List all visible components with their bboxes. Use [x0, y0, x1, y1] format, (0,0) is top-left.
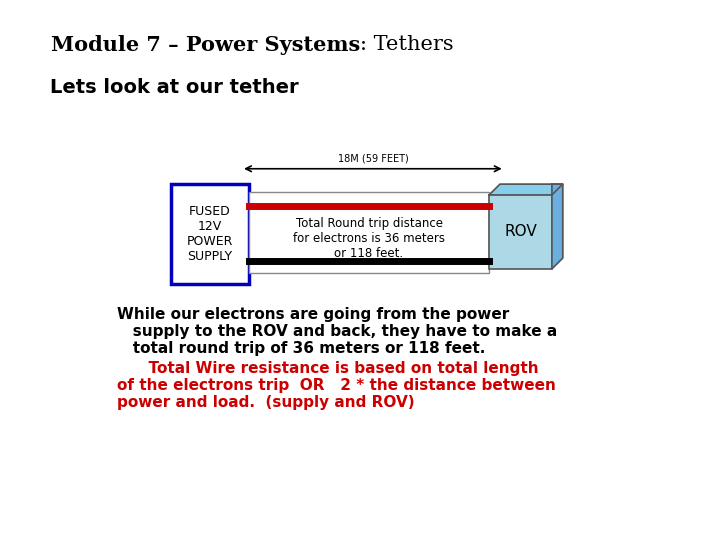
Bar [171, 184, 249, 284]
Text: total round trip of 36 meters or 118 feet.: total round trip of 36 meters or 118 fee… [117, 341, 485, 356]
Bar [489, 195, 552, 269]
Text: Module 7 – Power Systems: Module 7 – Power Systems [50, 35, 360, 55]
Text: Lets look at our tether: Lets look at our tether [50, 78, 299, 97]
Text: : Tethers: : Tethers [360, 35, 454, 54]
Text: Total Round trip distance
for electrons is 36 meters
or 118 feet.: Total Round trip distance for electrons … [293, 217, 445, 260]
Text: While our electrons are going from the power: While our electrons are going from the p… [117, 307, 509, 322]
Bar [249, 192, 489, 273]
Text: FUSED
12V
POWER
SUPPLY: FUSED 12V POWER SUPPLY [187, 205, 233, 263]
Polygon shape [489, 184, 563, 195]
Text: 18M (59 FEET): 18M (59 FEET) [338, 153, 408, 164]
Text: of the electrons trip  OR   2 * the distance between: of the electrons trip OR 2 * the distanc… [117, 378, 556, 393]
Text: ROV: ROV [504, 225, 537, 239]
Text: Total Wire resistance is based on total length: Total Wire resistance is based on total … [117, 361, 539, 376]
Text: supply to the ROV and back, they have to make a: supply to the ROV and back, they have to… [117, 325, 557, 339]
Polygon shape [552, 184, 563, 269]
Text: power and load.  (supply and ROV): power and load. (supply and ROV) [117, 395, 415, 410]
